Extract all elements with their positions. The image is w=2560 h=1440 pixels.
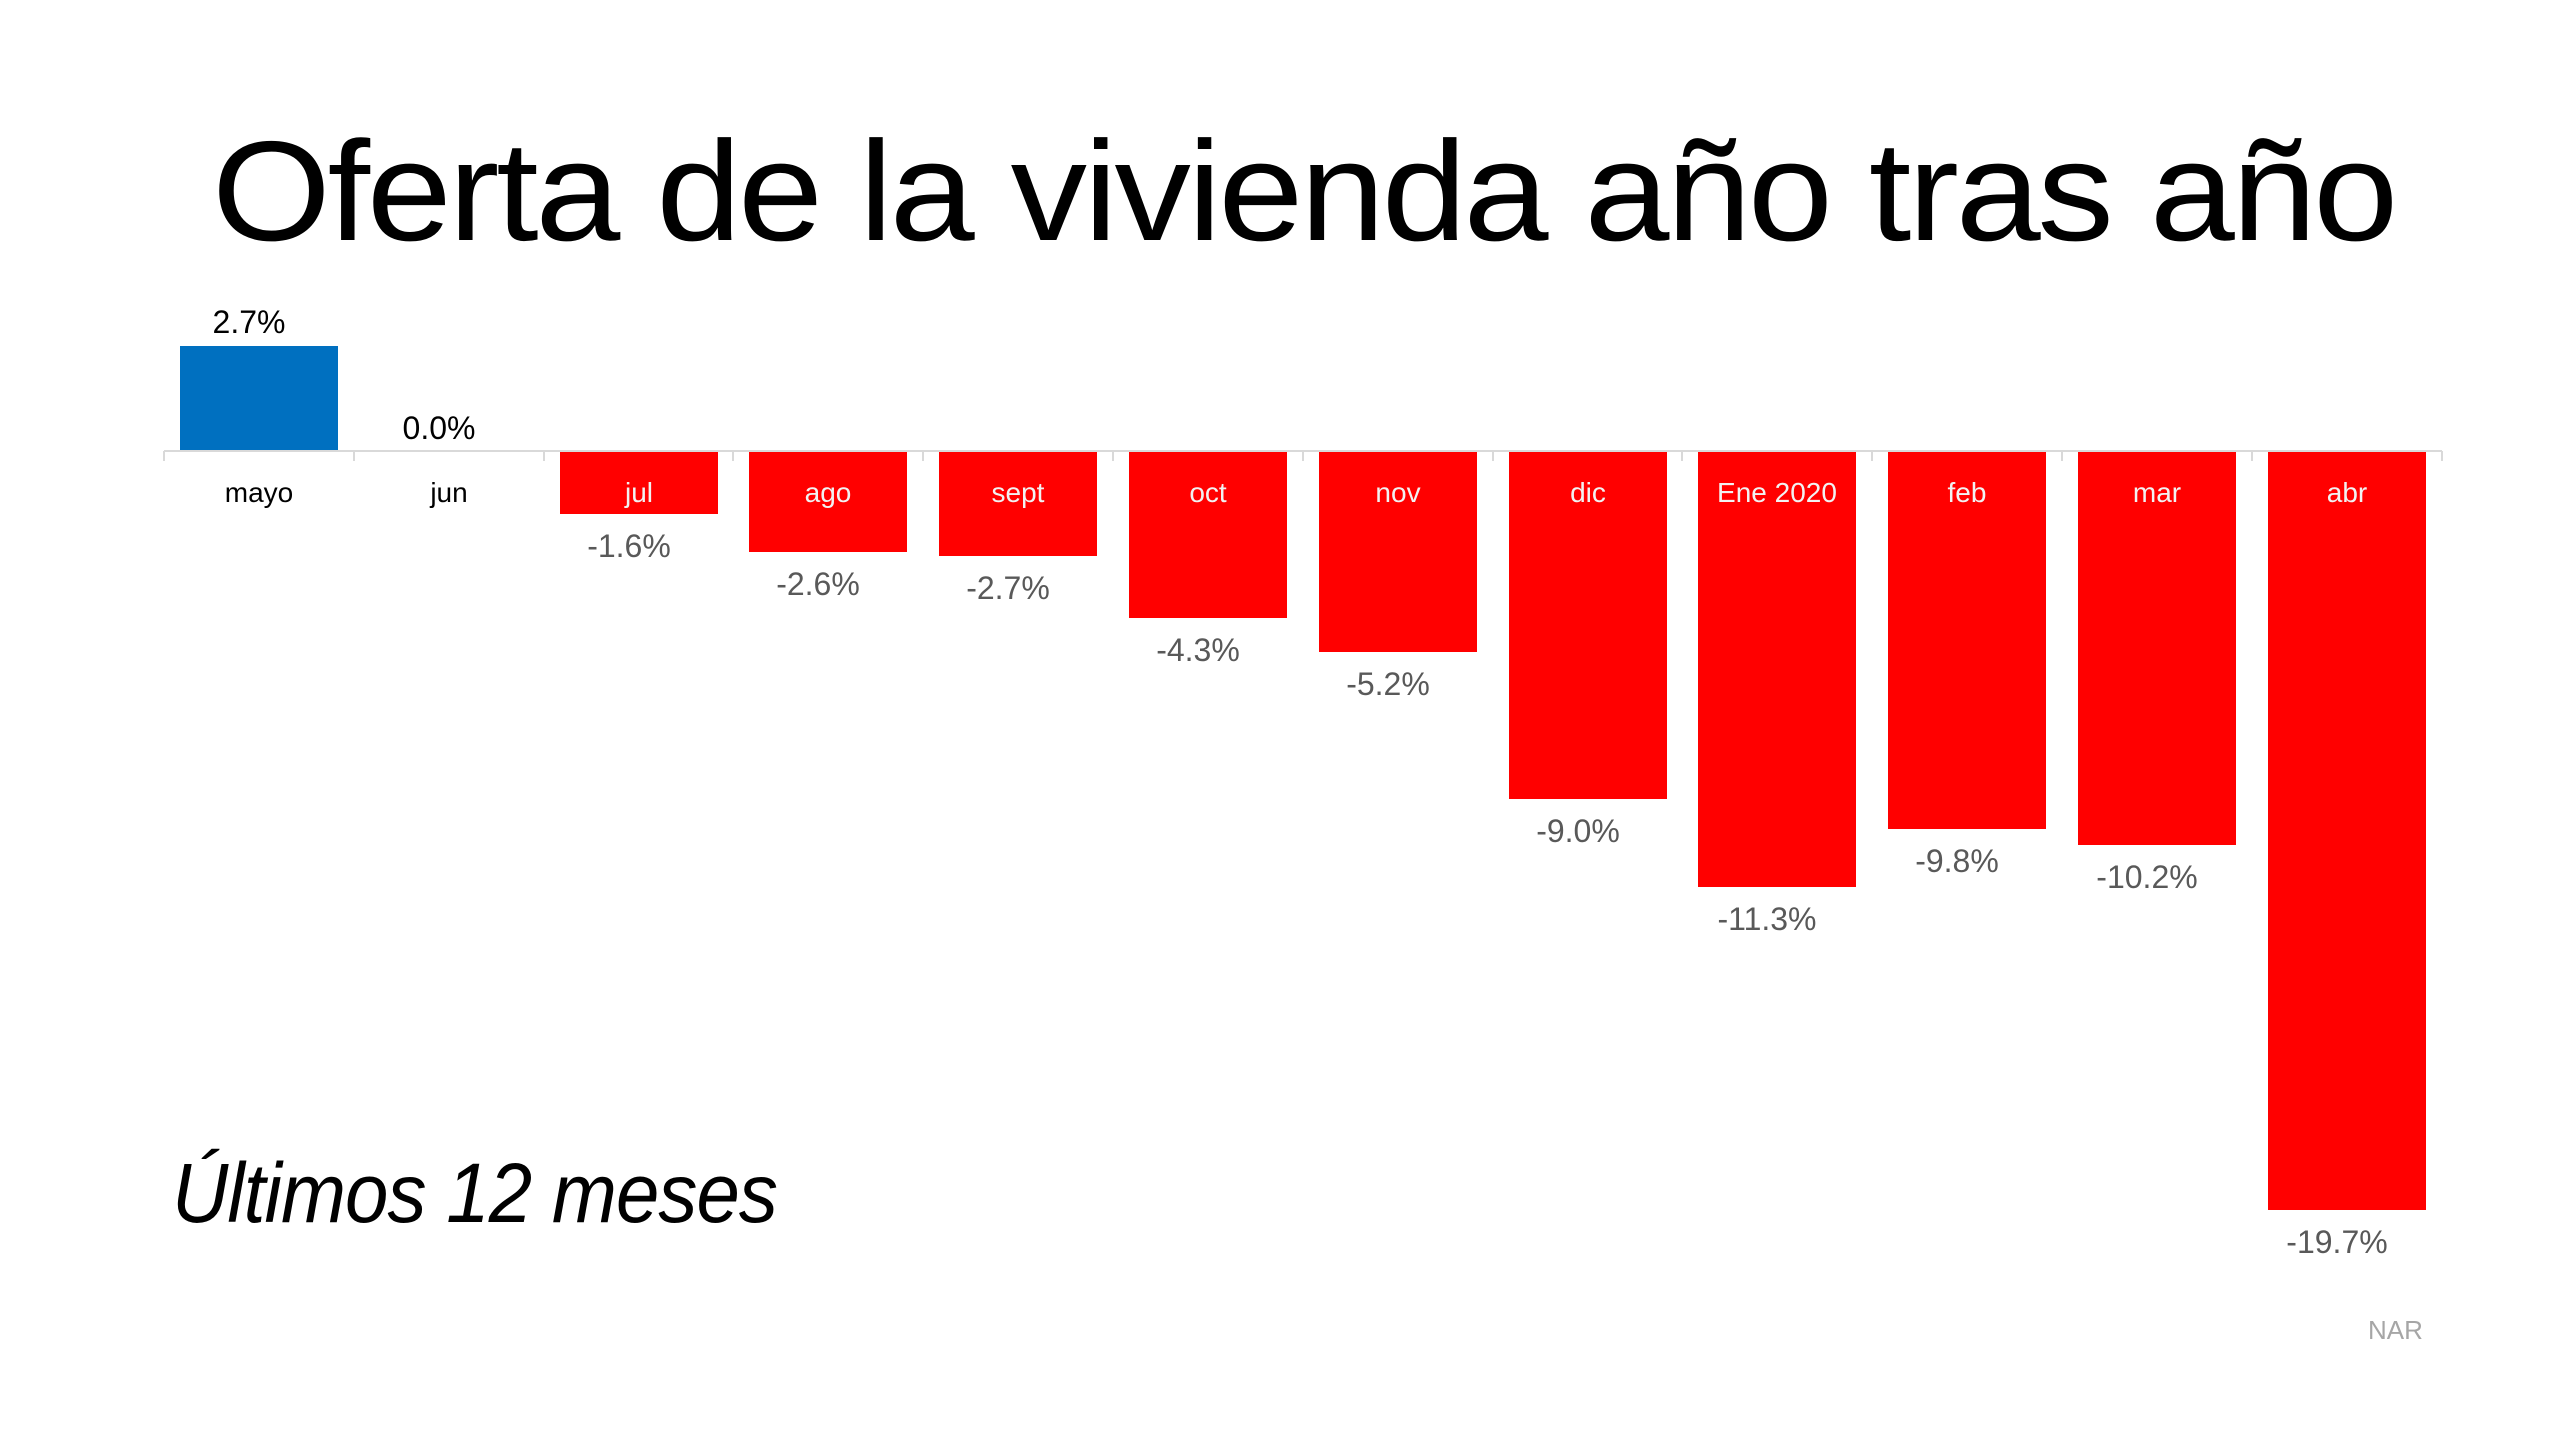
data-label: -19.7%: [2286, 1224, 2388, 1260]
axis-tick: [922, 451, 924, 461]
axis-tick: [1302, 451, 1304, 461]
data-label: -9.8%: [1915, 843, 1999, 879]
data-label: -2.6%: [776, 566, 860, 602]
data-label: -5.2%: [1346, 666, 1430, 702]
category-label: abr: [2326, 477, 2368, 508]
axis-tick: [1681, 451, 1683, 461]
bar: [939, 452, 1097, 556]
axis-tick: [543, 451, 545, 461]
axis-tick: [2061, 451, 2063, 461]
axis-tick: [163, 451, 165, 461]
subtitle: Últimos 12 meses: [172, 1146, 778, 1240]
data-label: -1.6%: [587, 528, 671, 564]
slide-title: Oferta de la vivienda año tras año: [212, 112, 2398, 272]
category-label: jun: [430, 477, 468, 508]
data-label: -11.3%: [1717, 901, 1817, 937]
axis-tick: [353, 451, 355, 461]
data-label: -10.2%: [2096, 859, 2198, 895]
bar: [180, 346, 338, 450]
source-label: NAR: [2368, 1315, 2423, 1345]
category-label: oct: [1189, 477, 1227, 508]
axis-tick: [1112, 451, 1114, 461]
category-label: mayo: [224, 477, 294, 508]
data-label: 0.0%: [402, 410, 476, 446]
axis-tick: [2251, 451, 2253, 461]
data-label: -4.3%: [1156, 632, 1240, 668]
category-label: feb: [1947, 477, 1987, 508]
data-label: -2.7%: [966, 570, 1050, 606]
bar: [1319, 452, 1477, 652]
axis-tick: [732, 451, 734, 461]
category-label: Ene 2020: [1717, 477, 1837, 508]
axis-tick: [1871, 451, 1873, 461]
category-label: jul: [624, 477, 653, 508]
data-label: -9.0%: [1536, 813, 1620, 849]
axis-tick: [2441, 451, 2443, 461]
bar: [2078, 452, 2236, 845]
category-label: nov: [1375, 477, 1421, 508]
axis-tick: [1492, 451, 1494, 461]
bar: [749, 452, 907, 552]
bar: [560, 452, 718, 514]
bar: [1509, 452, 1667, 799]
bar: [1129, 452, 1287, 618]
category-label: ago: [804, 477, 852, 508]
bar: [1698, 452, 1856, 887]
category-label: dic: [1570, 477, 1606, 508]
bar: [1888, 452, 2046, 829]
category-label: mar: [2132, 477, 2182, 508]
bar: [2268, 452, 2426, 1210]
data-label: 2.7%: [212, 304, 286, 340]
slide-title-text: Oferta de la vivienda año tras año: [212, 112, 2398, 271]
category-label: sept: [991, 477, 1045, 508]
